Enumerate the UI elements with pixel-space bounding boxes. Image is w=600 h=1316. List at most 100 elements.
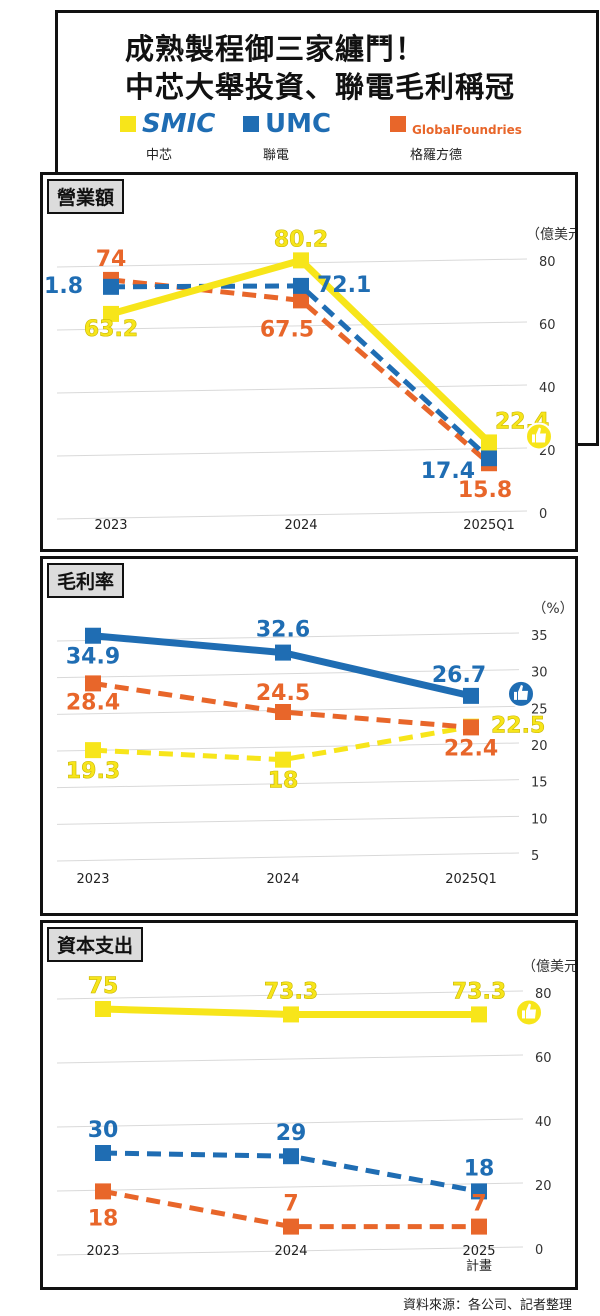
- data-label-gf: 22.4: [444, 736, 498, 761]
- data-marker-smic: [85, 742, 101, 759]
- x-tick-label: 2024: [284, 518, 317, 533]
- gridline: [56, 815, 520, 825]
- data-marker-gf: [275, 704, 291, 720]
- x-tick-label: 2025: [462, 1244, 495, 1259]
- legend-swatch-gf: [390, 116, 406, 132]
- gridline: [56, 321, 528, 331]
- umc-logo: UMC: [265, 109, 332, 139]
- data-marker-smic: [293, 252, 309, 269]
- legend-label-umc: 聯電: [263, 148, 290, 163]
- data-label-gf: 7: [471, 1192, 486, 1217]
- revenue-chart: 020406080（億美元）202320242025Q163.280.222.4…: [43, 227, 575, 533]
- y-tick-label: 20: [535, 1179, 552, 1194]
- gross-margin-panel-title: 毛利率: [47, 563, 125, 598]
- y-tick-label: 5: [531, 849, 539, 864]
- page-subtitle: 中芯大舉投資、聯電毛利稱冠: [125, 70, 516, 104]
- data-label-smic: 75: [88, 974, 119, 999]
- y-tick-label: 10: [531, 812, 548, 827]
- revenue-panel: 營業額 020406080（億美元）202320242025Q163.280.2…: [40, 172, 578, 552]
- gridline: [56, 1182, 524, 1192]
- data-marker-umc: [481, 450, 497, 467]
- data-marker-gf: [95, 1183, 111, 1200]
- x-tick-label: 計畫: [466, 1258, 492, 1274]
- unit-label: （%）: [532, 601, 573, 617]
- data-marker-gf: [471, 1218, 487, 1235]
- data-marker-smic: [283, 1006, 299, 1023]
- gridline: [56, 510, 528, 520]
- data-label-umc: 17.4: [421, 459, 475, 484]
- y-tick-label: 20: [531, 739, 548, 754]
- data-label-gf: 18: [88, 1206, 119, 1231]
- data-label-smic: 80.2: [274, 227, 328, 252]
- data-marker-smic: [103, 305, 119, 322]
- thumbs-up-icon-hand: [526, 1003, 536, 1019]
- page-title: 成熟製程御三家纏鬥！: [125, 32, 426, 66]
- data-marker-smic: [95, 1001, 111, 1017]
- data-marker-gf: [463, 719, 479, 736]
- thumbs-up-icon: [507, 679, 535, 708]
- data-label-smic: 18: [268, 769, 299, 794]
- x-tick-label: 2025Q1: [463, 518, 515, 533]
- y-tick-label: 60: [539, 318, 556, 333]
- gridline: [56, 1054, 524, 1064]
- y-tick-label: 35: [531, 629, 548, 644]
- unit-label: （億美元）: [522, 959, 575, 975]
- data-label-umc: 29: [276, 1121, 307, 1146]
- data-marker-umc: [85, 627, 101, 644]
- data-label-smic: 19.3: [66, 759, 120, 784]
- series-line-gf: [92, 680, 472, 730]
- data-label-umc: 34.9: [66, 645, 120, 670]
- data-marker-smic: [275, 751, 291, 768]
- legend-label-gf: 格羅方德: [410, 148, 463, 163]
- data-label-gf: 67.5: [260, 317, 314, 342]
- y-tick-label: 80: [539, 255, 556, 270]
- data-label-umc: 71.8: [43, 274, 83, 299]
- x-tick-label: 2023: [86, 1244, 119, 1259]
- y-tick-label: 60: [535, 1051, 552, 1066]
- thumbs-up-icon-cuff: [532, 434, 535, 443]
- thumbs-up-icon-cuff: [514, 691, 517, 700]
- x-tick-label: 2025Q1: [445, 872, 497, 887]
- series-line-umc: [110, 283, 491, 461]
- smic-logo: SMIC: [142, 109, 216, 139]
- series-line-smic: [92, 724, 472, 763]
- data-label-gf: 74: [96, 247, 127, 272]
- data-label-smic: 73.3: [264, 979, 318, 1004]
- data-marker-umc: [471, 1183, 487, 1200]
- data-label-umc: 26.7: [432, 663, 486, 688]
- data-marker-umc: [283, 1148, 299, 1165]
- y-tick-label: 0: [535, 1243, 543, 1258]
- data-marker-gf: [293, 292, 309, 309]
- data-label-umc: 30: [88, 1118, 119, 1143]
- x-tick-label: 2023: [76, 872, 109, 887]
- data-marker-umc: [95, 1145, 111, 1161]
- thumbs-up-icon-cuff: [522, 1010, 525, 1019]
- data-label-gf: 28.4: [66, 690, 120, 715]
- x-tick-label: 2024: [274, 1244, 307, 1259]
- gridline: [56, 742, 520, 752]
- data-marker-smic: [481, 434, 497, 451]
- data-label-gf: 24.5: [256, 681, 310, 706]
- thumbs-up-icon-hand: [518, 684, 528, 700]
- legend-swatch-umc: [243, 116, 259, 132]
- data-label-umc: 72.1: [317, 273, 371, 298]
- x-tick-label: 2023: [94, 518, 127, 533]
- gridline: [56, 1118, 524, 1128]
- y-tick-label: 30: [531, 666, 548, 681]
- source-note: 資料來源：各公司、記者整理: [402, 1298, 572, 1313]
- data-label-smic: 22.5: [491, 714, 545, 739]
- legend-label-smic: 中芯: [146, 148, 173, 163]
- data-marker-smic: [471, 1006, 487, 1023]
- gridline: [56, 779, 520, 789]
- data-marker-gf: [283, 1218, 299, 1235]
- gross-margin-panel: 毛利率 5 10 15 20 25 30 35 （%） 2023 2024 2025Q1 34.9 32…: [40, 556, 578, 916]
- data-marker-umc: [275, 644, 291, 661]
- data-label-umc: 18: [464, 1156, 495, 1181]
- gridline: [56, 1246, 524, 1256]
- data-label-umc: 32.6: [256, 618, 310, 643]
- data-marker-umc: [103, 278, 119, 295]
- capex-panel-title: 資本支出: [47, 927, 144, 962]
- y-tick-label: 25: [531, 702, 548, 717]
